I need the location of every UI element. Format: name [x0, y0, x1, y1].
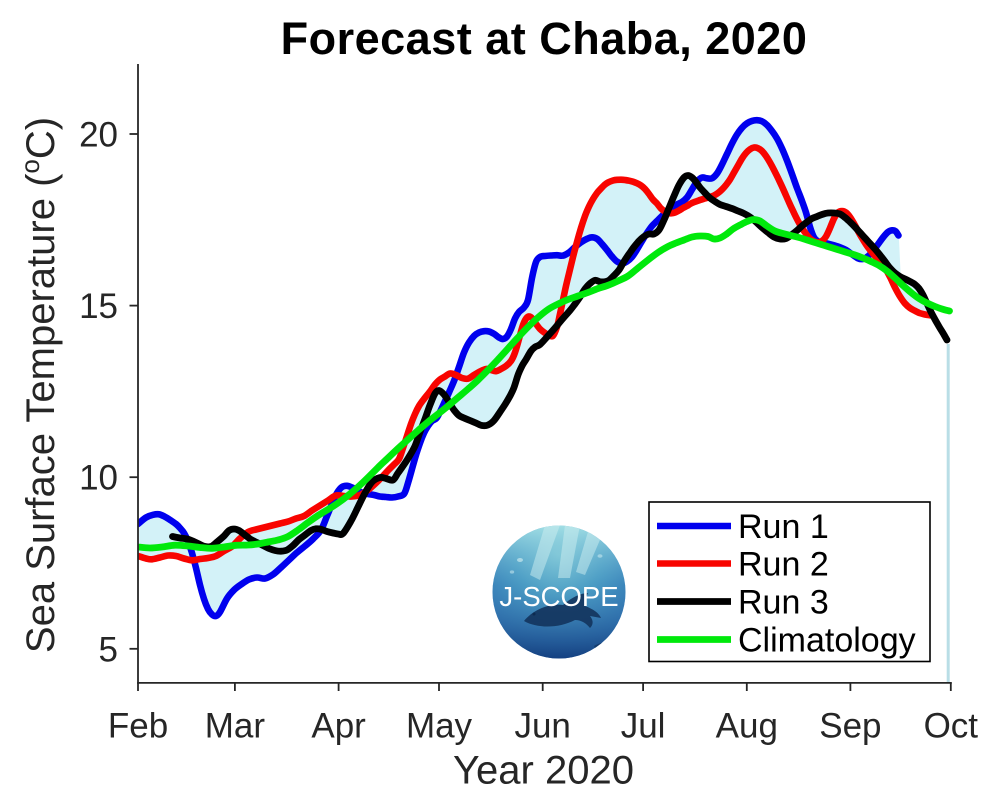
svg-text:Sea Surface Temperature (oC): Sea Surface Temperature (oC): [15, 117, 63, 653]
svg-text:May: May: [406, 707, 473, 746]
svg-text:Climatology: Climatology: [738, 622, 916, 660]
svg-text:Jul: Jul: [621, 707, 666, 746]
svg-text:Jun: Jun: [514, 707, 570, 746]
svg-text:5: 5: [99, 630, 118, 669]
svg-text:Year 2020: Year 2020: [453, 749, 634, 793]
svg-text:Apr: Apr: [311, 707, 366, 746]
svg-text:Sep: Sep: [819, 707, 881, 746]
svg-text:Run 3: Run 3: [738, 584, 829, 622]
svg-text:Forecast at Chaba, 2020: Forecast at Chaba, 2020: [281, 13, 808, 64]
svg-text:Mar: Mar: [205, 707, 266, 746]
svg-text:Aug: Aug: [716, 707, 778, 746]
svg-text:Oct: Oct: [924, 707, 979, 746]
svg-text:Run 2: Run 2: [738, 546, 829, 584]
svg-text:10: 10: [79, 459, 118, 498]
svg-text:Feb: Feb: [108, 707, 168, 746]
svg-text:Run 1: Run 1: [738, 508, 829, 546]
svg-text:15: 15: [79, 287, 118, 326]
svg-text:J-SCOPE: J-SCOPE: [499, 581, 618, 612]
svg-text:20: 20: [79, 116, 118, 155]
